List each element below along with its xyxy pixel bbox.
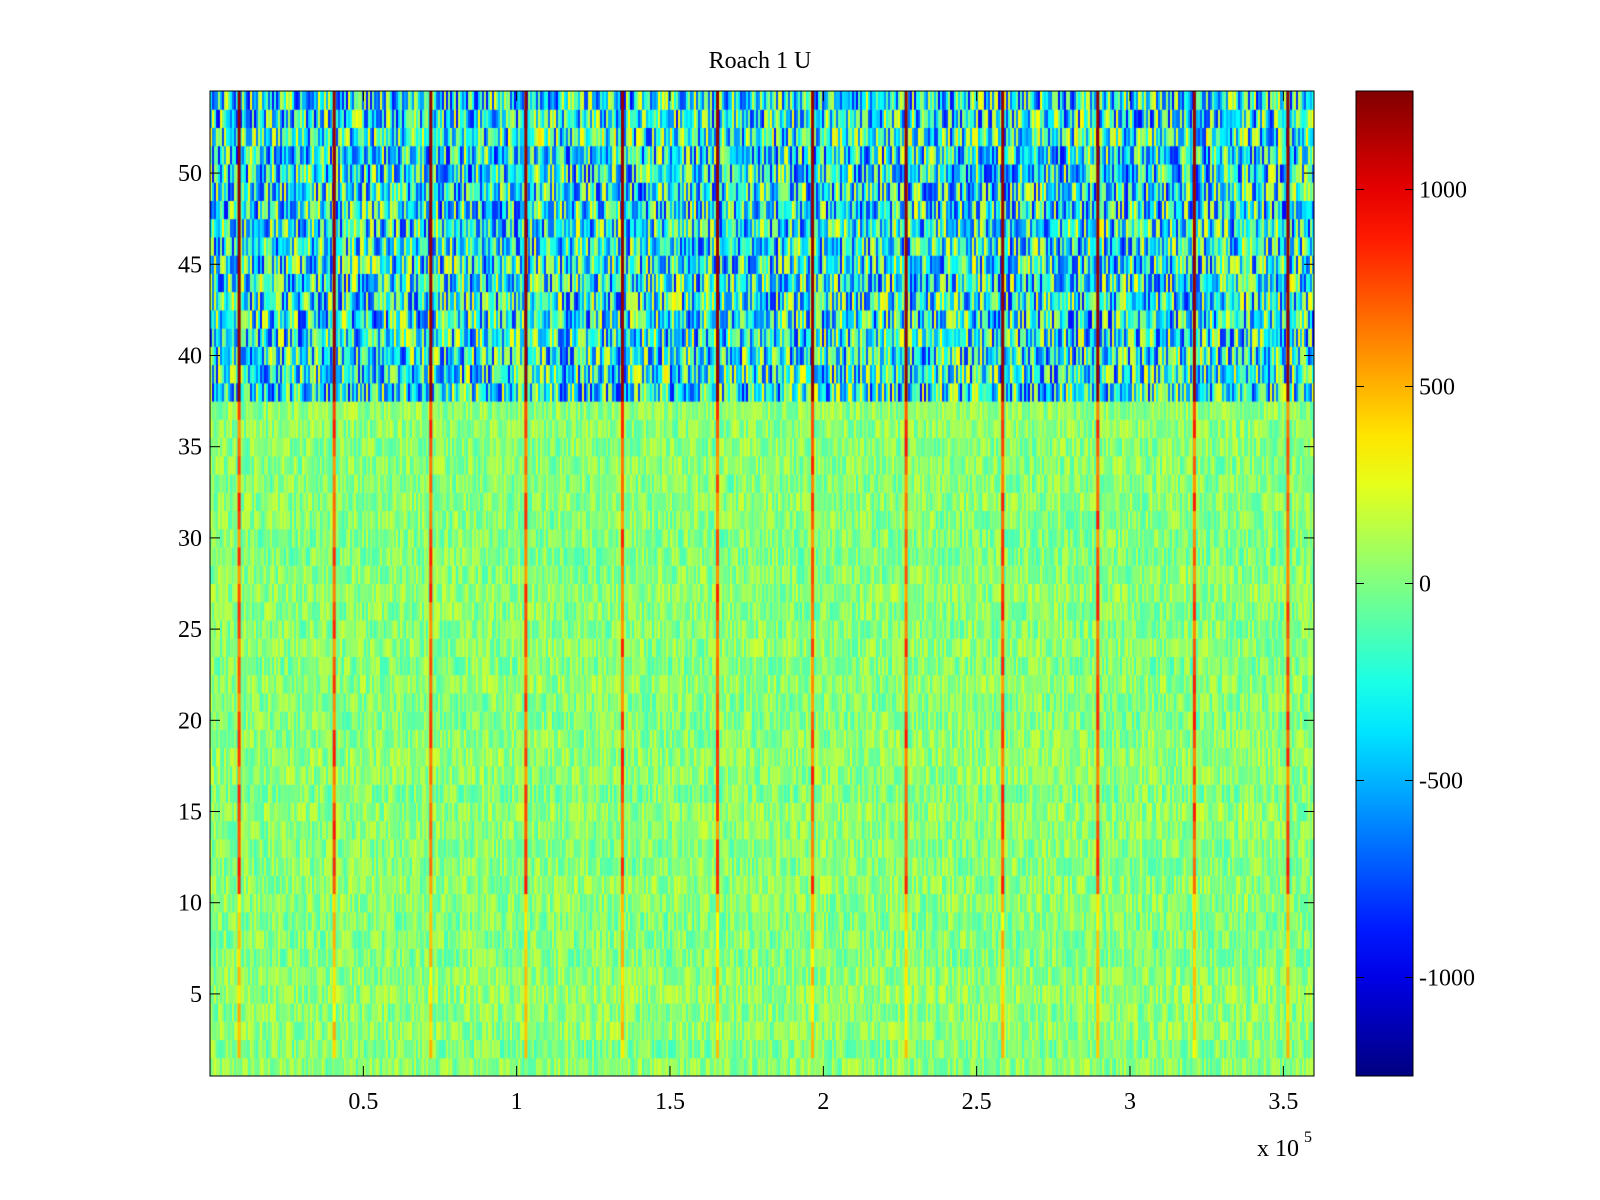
colorbar-tick-label: -500 — [1419, 769, 1463, 795]
y-tick-label: 10 — [178, 891, 202, 917]
chart-title: Roach 1 U — [709, 48, 812, 74]
x-tick-label: 2.5 — [962, 1089, 992, 1115]
y-tick-label: 50 — [178, 161, 202, 187]
y-tick-label: 40 — [178, 343, 202, 369]
x-multiplier: x 10 5 — [1257, 1129, 1312, 1162]
y-axis: 5 10 15 20 25 30 35 40 45 50 — [178, 161, 1314, 1008]
plot-axes-frame — [209, 90, 1315, 1077]
heatmap-cells — [210, 91, 1314, 1076]
y-tick-label: 45 — [178, 252, 202, 278]
y-tick-label: 25 — [178, 617, 202, 643]
x-multiplier-label: x 10 — [1257, 1136, 1299, 1162]
y-tick-label: 15 — [178, 800, 202, 826]
colorbar-tick-label: -1000 — [1419, 966, 1475, 992]
x-multiplier-exponent: 5 — [1304, 1129, 1312, 1146]
x-tick-label: 3.5 — [1268, 1089, 1298, 1115]
y-tick-label: 5 — [190, 982, 202, 1008]
y-tick-label: 35 — [178, 435, 202, 461]
x-tick-label: 2 — [817, 1089, 829, 1115]
heatmap-image — [210, 91, 1314, 1076]
x-tick-label: 0.5 — [348, 1089, 378, 1115]
colorbar-axis: 1000 500 0 -500 -1000 — [1356, 178, 1475, 992]
x-tick-label: 1 — [511, 1089, 523, 1115]
colorbar-tick-label: 500 — [1419, 375, 1455, 401]
y-tick-label: 20 — [178, 708, 202, 734]
x-axis: 0.5 1 1.5 2 2.5 3 3.5 — [348, 91, 1298, 1115]
colorbar — [1355, 90, 1414, 1077]
colorbar-tick-label: 0 — [1419, 572, 1431, 598]
x-tick-label: 1.5 — [655, 1089, 685, 1115]
x-tick-label: 3 — [1124, 1089, 1136, 1115]
colorbar-tick-label: 1000 — [1419, 178, 1467, 204]
y-tick-label: 30 — [178, 526, 202, 552]
